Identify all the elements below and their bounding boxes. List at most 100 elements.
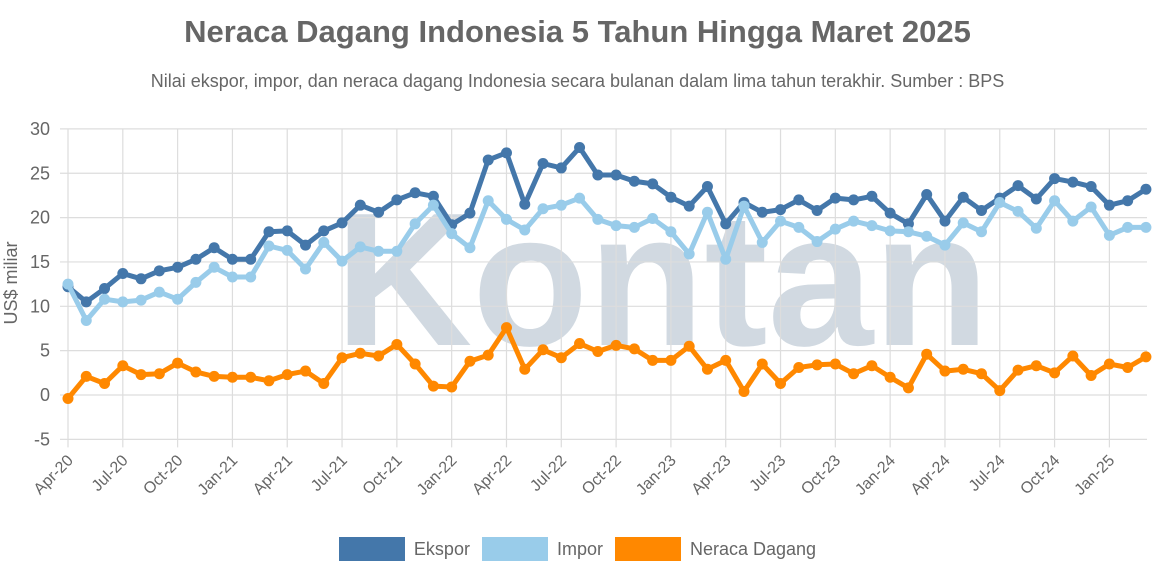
data-point[interactable] [902, 218, 914, 230]
data-point[interactable] [829, 192, 841, 204]
data-point[interactable] [263, 226, 275, 238]
legend-item-ekspor[interactable]: Ekspor [338, 537, 470, 561]
data-point[interactable] [811, 205, 823, 217]
data-point[interactable] [135, 294, 147, 306]
data-point[interactable] [226, 371, 238, 383]
data-point[interactable] [848, 215, 860, 227]
data-point[interactable] [153, 265, 165, 277]
data-point[interactable] [373, 350, 385, 362]
data-point[interactable] [610, 339, 622, 351]
data-point[interactable] [1067, 350, 1079, 362]
data-point[interactable] [720, 253, 732, 265]
data-point[interactable] [866, 360, 878, 372]
data-point[interactable] [647, 178, 659, 190]
data-point[interactable] [1140, 351, 1152, 363]
data-point[interactable] [464, 207, 476, 219]
data-point[interactable] [866, 190, 878, 202]
data-point[interactable] [354, 347, 366, 359]
data-point[interactable] [117, 296, 129, 308]
data-point[interactable] [574, 142, 586, 154]
data-point[interactable] [866, 220, 878, 232]
data-point[interactable] [263, 375, 275, 387]
data-point[interactable] [628, 343, 640, 355]
data-point[interactable] [957, 191, 969, 203]
data-point[interactable] [1103, 358, 1115, 370]
data-point[interactable] [80, 314, 92, 326]
data-point[interactable] [482, 195, 494, 207]
data-point[interactable] [1030, 222, 1042, 234]
data-point[interactable] [939, 215, 951, 227]
data-point[interactable] [1103, 199, 1115, 211]
data-point[interactable] [300, 239, 312, 251]
data-point[interactable] [519, 198, 531, 210]
data-point[interactable] [336, 352, 348, 364]
data-point[interactable] [1012, 180, 1024, 192]
data-point[interactable] [793, 362, 805, 374]
data-point[interactable] [500, 213, 512, 225]
data-point[interactable] [1085, 201, 1097, 213]
data-point[interactable] [1049, 195, 1061, 207]
data-point[interactable] [1085, 181, 1097, 193]
data-point[interactable] [500, 322, 512, 334]
data-point[interactable] [848, 368, 860, 380]
data-point[interactable] [592, 213, 604, 225]
data-point[interactable] [1012, 205, 1024, 217]
data-point[interactable] [665, 226, 677, 238]
data-point[interactable] [537, 203, 549, 215]
data-point[interactable] [446, 228, 458, 240]
data-point[interactable] [354, 241, 366, 253]
data-point[interactable] [775, 377, 787, 389]
data-point[interactable] [373, 206, 385, 218]
data-point[interactable] [574, 192, 586, 204]
data-point[interactable] [811, 359, 823, 371]
data-point[interactable] [99, 293, 111, 305]
data-point[interactable] [793, 194, 805, 206]
data-point[interactable] [519, 363, 531, 375]
data-point[interactable] [775, 204, 787, 216]
data-point[interactable] [391, 194, 403, 206]
data-point[interactable] [1049, 173, 1061, 185]
data-point[interactable] [902, 382, 914, 394]
data-point[interactable] [756, 358, 768, 370]
data-point[interactable] [683, 200, 695, 212]
data-point[interactable] [482, 349, 494, 361]
data-point[interactable] [756, 206, 768, 218]
data-point[interactable] [957, 363, 969, 375]
data-point[interactable] [701, 206, 713, 218]
data-point[interactable] [884, 371, 896, 383]
data-point[interactable] [172, 357, 184, 369]
data-point[interactable] [208, 370, 220, 382]
data-point[interactable] [427, 190, 439, 202]
data-point[interactable] [99, 377, 111, 389]
data-point[interactable] [738, 385, 750, 397]
data-point[interactable] [226, 253, 238, 265]
data-point[interactable] [1030, 360, 1042, 372]
data-point[interactable] [884, 207, 896, 219]
data-point[interactable] [610, 220, 622, 232]
data-point[interactable] [720, 218, 732, 230]
data-point[interactable] [464, 242, 476, 254]
data-point[interactable] [555, 162, 567, 174]
data-point[interactable] [775, 215, 787, 227]
data-point[interactable] [99, 283, 111, 295]
data-point[interactable] [300, 365, 312, 377]
data-point[interactable] [628, 175, 640, 187]
data-point[interactable] [665, 191, 677, 203]
data-point[interactable] [848, 194, 860, 206]
data-point[interactable] [391, 338, 403, 350]
data-point[interactable] [683, 248, 695, 260]
data-point[interactable] [976, 226, 987, 238]
data-point[interactable] [519, 224, 531, 236]
data-point[interactable] [318, 225, 330, 237]
data-point[interactable] [592, 169, 604, 181]
data-point[interactable] [574, 338, 586, 350]
data-point[interactable] [976, 368, 987, 380]
data-point[interactable] [793, 221, 805, 233]
data-point[interactable] [245, 271, 257, 283]
data-point[interactable] [610, 169, 622, 181]
data-point[interactable] [1067, 215, 1079, 227]
data-point[interactable] [135, 369, 147, 381]
data-point[interactable] [1122, 362, 1134, 374]
data-point[interactable] [957, 217, 969, 229]
data-point[interactable] [994, 197, 1006, 209]
